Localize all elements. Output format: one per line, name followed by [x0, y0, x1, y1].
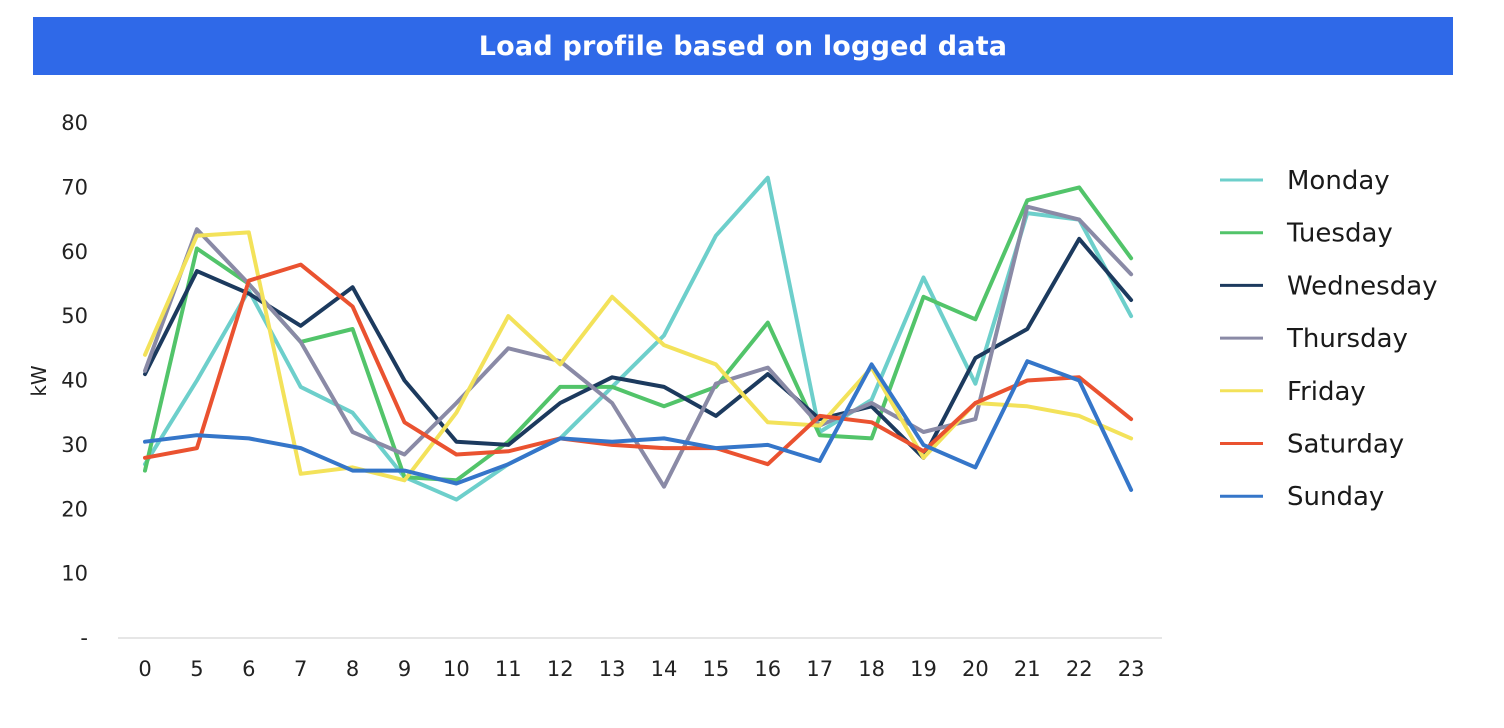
- legend-label-thursday: Thursday: [1286, 324, 1408, 354]
- x-tick-label: 11: [495, 657, 522, 681]
- x-tick-label: 12: [547, 657, 574, 681]
- x-tick-label: 10: [443, 657, 470, 681]
- x-tick-label: 8: [346, 657, 359, 681]
- x-tick-label: 5: [190, 657, 203, 681]
- x-tick-label: 19: [910, 657, 937, 681]
- x-tick-label: 9: [398, 657, 411, 681]
- series-line-tuesday: [143, 185, 1134, 483]
- y-tick-label: 50: [61, 304, 88, 328]
- x-tick-label: 20: [962, 657, 989, 681]
- x-tick-label: 15: [703, 657, 730, 681]
- x-tick-label: 14: [651, 657, 678, 681]
- x-tick-label: 22: [1066, 657, 1093, 681]
- y-tick-label: 70: [61, 175, 88, 199]
- x-tick-label: 21: [1014, 657, 1041, 681]
- y-tick-label: 80: [61, 111, 88, 135]
- legend-label-wednesday: Wednesday: [1287, 271, 1438, 301]
- series-lines: [143, 175, 1134, 502]
- legend-label-sunday: Sunday: [1287, 482, 1384, 512]
- y-tick-label: 10: [61, 562, 88, 586]
- legend-label-friday: Friday: [1287, 377, 1366, 407]
- x-tick-label: 0: [138, 657, 151, 681]
- x-tick-label: 7: [294, 657, 307, 681]
- x-tick-label: 17: [806, 657, 833, 681]
- x-tick-label: 13: [599, 657, 626, 681]
- y-tick-label: 60: [61, 240, 88, 264]
- legend-label-saturday: Saturday: [1287, 430, 1404, 460]
- legend: Monday Tuesday Wednesday Thursday Friday Satu…: [1220, 166, 1438, 512]
- y-tick-label: -: [80, 626, 88, 650]
- chart-title-bar: Load profile based on logged data: [33, 17, 1453, 75]
- series-line-wednesday: [143, 236, 1134, 460]
- series-line-sunday: [143, 359, 1134, 492]
- series-line-monday: [143, 175, 1134, 502]
- y-axis-label: kW: [27, 365, 51, 397]
- x-tick-label: 16: [754, 657, 781, 681]
- x-tick-label: 6: [242, 657, 255, 681]
- axes: - 10 20 30 40 50 60 70 80 0 5 6 7 8 9 10 11 12 13 14 15 16 17 1…: [27, 111, 1162, 681]
- series-line-saturday: [143, 262, 1134, 467]
- chart-title: Load profile based on logged data: [478, 30, 1008, 62]
- legend-label-monday: Monday: [1287, 166, 1390, 196]
- x-tick-label: 18: [858, 657, 885, 681]
- legend-label-tuesday: Tuesday: [1286, 219, 1393, 249]
- x-tick-label: 23: [1118, 657, 1145, 681]
- y-tick-label: 20: [61, 497, 88, 521]
- y-tick-label: 40: [61, 369, 88, 393]
- y-tick-label: 30: [61, 433, 88, 457]
